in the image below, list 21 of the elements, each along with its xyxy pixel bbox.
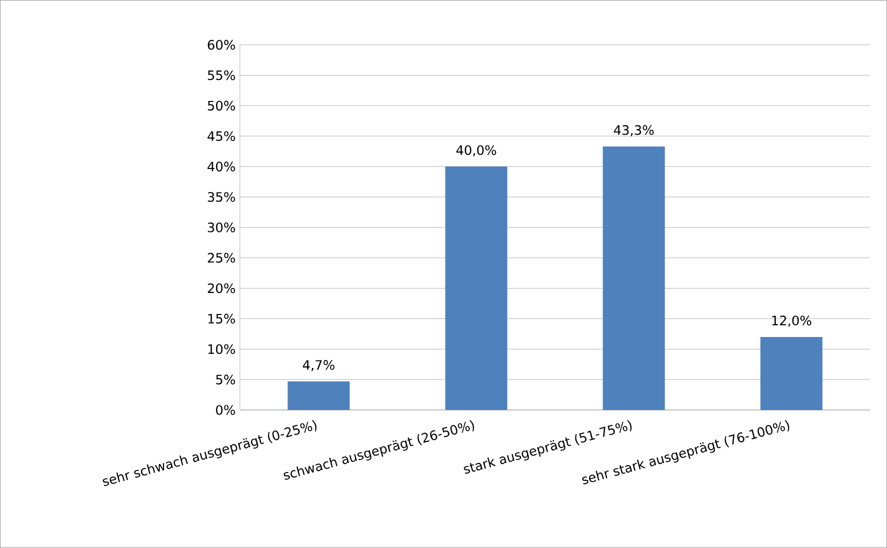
data-label: 4,7% bbox=[302, 360, 334, 372]
y-tick-label: 30% bbox=[208, 222, 236, 232]
y-tick-label: 40% bbox=[208, 162, 236, 172]
y-tick-label: 50% bbox=[208, 100, 236, 111]
bar bbox=[602, 146, 665, 410]
data-label: 43,3% bbox=[614, 125, 654, 136]
y-tick-label: 25% bbox=[208, 253, 236, 263]
data-label: 40,0% bbox=[456, 145, 496, 156]
y-tick-label: 10% bbox=[208, 344, 236, 354]
y-tick-label: 0% bbox=[216, 405, 236, 415]
data-label: 12,0% bbox=[772, 316, 812, 327]
y-tick-label: 15% bbox=[208, 314, 236, 324]
y-tick-label: 35% bbox=[208, 192, 236, 202]
bar bbox=[288, 381, 350, 410]
bar bbox=[760, 337, 822, 410]
y-tick-label: 55% bbox=[208, 70, 236, 80]
y-tick-label: 5% bbox=[216, 374, 236, 385]
y-tick-label: 60% bbox=[208, 40, 236, 50]
bar bbox=[445, 166, 508, 410]
y-tick-label: 20% bbox=[208, 283, 236, 294]
y-tick-label: 45% bbox=[208, 131, 236, 142]
